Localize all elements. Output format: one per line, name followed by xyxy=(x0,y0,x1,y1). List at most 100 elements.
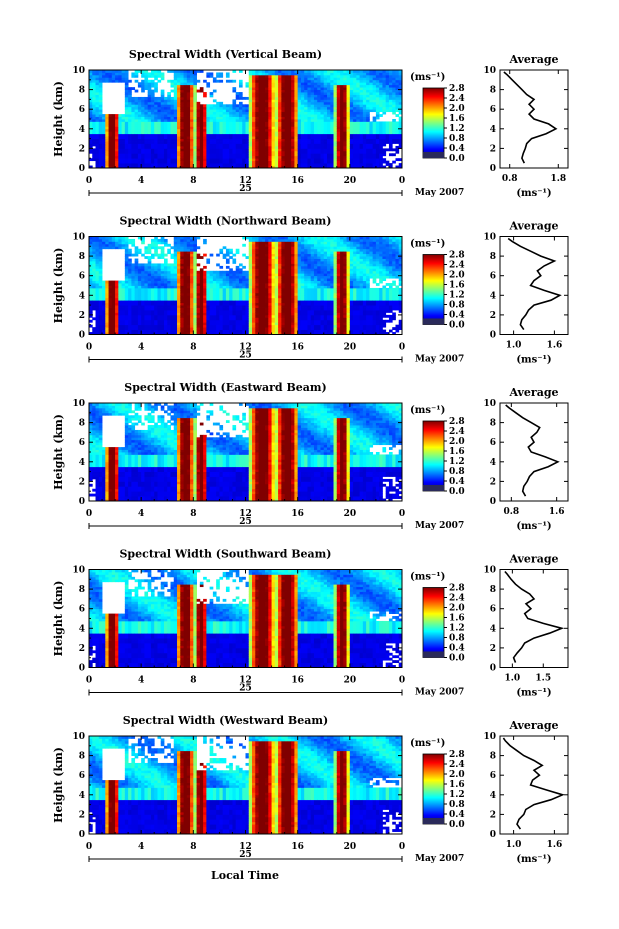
heatmap-cell xyxy=(222,290,227,294)
heatmap-cell xyxy=(157,126,162,130)
x-tick-label: 20 xyxy=(344,176,357,186)
heatmap-cell xyxy=(278,101,282,105)
heatmap-cell xyxy=(379,74,383,78)
heatmap-cell xyxy=(271,163,276,166)
heatmap-cell xyxy=(154,114,158,117)
heatmap-cell xyxy=(144,265,149,269)
heatmap-cell xyxy=(307,143,312,147)
heatmap-cell xyxy=(183,236,188,240)
heatmap-cell xyxy=(297,74,302,78)
heatmap-cell xyxy=(186,74,191,78)
heatmap-cell xyxy=(379,143,383,147)
heatmap-cell xyxy=(186,285,191,289)
heatmap-cell xyxy=(320,82,325,86)
heatmap-cell xyxy=(372,116,377,120)
heatmap-cell xyxy=(193,263,197,267)
heatmap-cell xyxy=(196,114,201,117)
heatmap-cell xyxy=(238,138,243,142)
heatmap-cell xyxy=(190,310,194,313)
heatmap-cell xyxy=(183,72,188,76)
heatmap-cell xyxy=(336,145,341,149)
heatmap-cell xyxy=(232,126,237,130)
heatmap-cell xyxy=(225,314,230,318)
heatmap-cell xyxy=(278,84,282,88)
heatmap-cell xyxy=(121,302,126,306)
heatmap-cell xyxy=(190,319,194,323)
heatmap-cell xyxy=(121,285,126,289)
heatmap-cell xyxy=(372,84,377,88)
heatmap-cell xyxy=(95,278,100,281)
heatmap-cell xyxy=(111,292,116,296)
heatmap-cell xyxy=(216,163,220,166)
heatmap-cell xyxy=(150,109,155,113)
heatmap-cell xyxy=(102,119,106,122)
heatmap-cell xyxy=(203,109,207,113)
heatmap-cell xyxy=(92,251,96,255)
heatmap-cell xyxy=(222,297,227,301)
heatmap-cell xyxy=(92,317,96,321)
heatmap-cell xyxy=(163,300,168,304)
heatmap-cell xyxy=(170,332,175,335)
heatmap-cell xyxy=(115,121,119,125)
heatmap-cell xyxy=(173,248,178,252)
heatmap-cell xyxy=(323,131,328,135)
heatmap-cell xyxy=(356,128,361,132)
heatmap-cell xyxy=(144,70,149,73)
heatmap-cell xyxy=(108,241,113,245)
heatmap-cell xyxy=(362,150,367,154)
heatmap-cell xyxy=(362,163,367,166)
heatmap-cell xyxy=(353,104,357,108)
heatmap-cell xyxy=(154,165,158,169)
heatmap-cell xyxy=(304,72,308,76)
heatmap-cell xyxy=(366,106,370,110)
heatmap-cell xyxy=(137,141,142,144)
heatmap-cell xyxy=(154,283,158,286)
heatmap-cell xyxy=(206,111,211,115)
heatmap-cell xyxy=(160,302,165,306)
heatmap-cell xyxy=(336,119,341,122)
heatmap-cell xyxy=(206,138,211,142)
heatmap-cell xyxy=(193,70,197,73)
heatmap-cell xyxy=(121,329,126,333)
heatmap-cell xyxy=(258,133,263,137)
heatmap-cell xyxy=(327,94,331,98)
heatmap-cell xyxy=(252,131,256,135)
heatmap-cell xyxy=(92,243,96,247)
heatmap-cell xyxy=(131,104,136,108)
heatmap-cell xyxy=(281,138,286,142)
heatmap-cell xyxy=(216,285,220,289)
heatmap-cell xyxy=(163,109,168,113)
heatmap-cell xyxy=(362,92,367,95)
heatmap-cell xyxy=(212,273,217,277)
heatmap-cell xyxy=(327,72,331,76)
heatmap-cell xyxy=(115,324,119,328)
heatmap-cell xyxy=(180,253,184,257)
heatmap-cell xyxy=(154,163,158,166)
heatmap-cell xyxy=(193,324,197,328)
heatmap-cell xyxy=(209,126,214,130)
heatmap-cell xyxy=(98,324,103,328)
heatmap-cell xyxy=(131,302,136,306)
heatmap-cell xyxy=(398,70,403,73)
heatmap-cell xyxy=(108,305,113,308)
heatmap-cell xyxy=(154,297,158,301)
heatmap-cell xyxy=(144,123,149,127)
heatmap-cell xyxy=(349,131,354,135)
heatmap-cell xyxy=(141,268,145,272)
heatmap-cell xyxy=(261,92,266,95)
heatmap-cell xyxy=(366,165,370,169)
heatmap-cell xyxy=(313,145,318,149)
heatmap-cell xyxy=(281,70,286,73)
heatmap-cell xyxy=(95,265,100,269)
heatmap-cell xyxy=(284,106,289,110)
heatmap-cell xyxy=(199,121,204,125)
heatmap-cell xyxy=(115,153,119,157)
heatmap-cell xyxy=(349,123,354,127)
heatmap-cell xyxy=(362,158,367,162)
heatmap-cell xyxy=(222,285,227,289)
heatmap-cell xyxy=(382,99,387,103)
heatmap-cell xyxy=(248,84,253,88)
heatmap-cell xyxy=(170,278,175,281)
heatmap-cell xyxy=(323,94,328,98)
heatmap-cell xyxy=(340,92,344,95)
